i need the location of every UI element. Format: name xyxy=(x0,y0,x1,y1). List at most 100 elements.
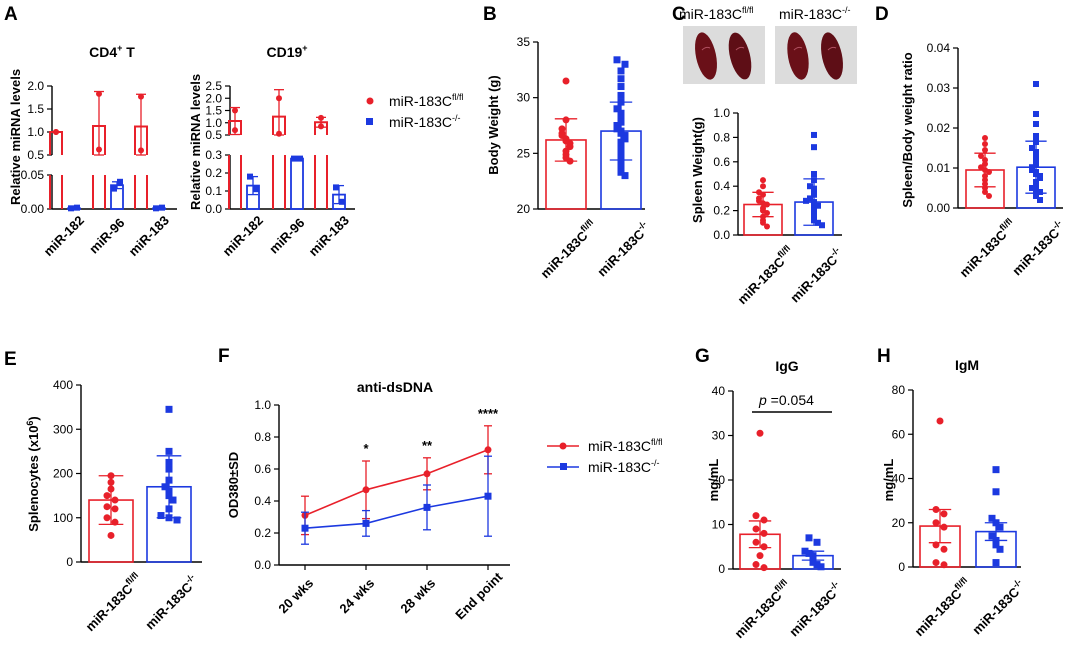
chart-D-y-tick-label: 0.00 xyxy=(927,201,951,215)
chart-G-point xyxy=(813,538,821,546)
legend-panel-f: miR-183Cfl/fl miR-183C-/- xyxy=(547,437,663,475)
chart-F-y-tick-label: 0.2 xyxy=(254,526,271,540)
chart-B-ylabel: Body Weight (g) xyxy=(486,75,501,174)
chart-B-point xyxy=(617,129,625,137)
chart-G-point xyxy=(760,543,768,551)
chart-B-point xyxy=(617,118,625,126)
chart-E-point xyxy=(107,478,115,486)
panel-label-g: G xyxy=(695,346,710,367)
chart-D-point xyxy=(1033,193,1039,199)
chart-G-y-tick-label: 0 xyxy=(718,562,725,576)
chart-H-y-tick-label: 40 xyxy=(892,472,906,486)
panel-label-h: H xyxy=(877,346,891,367)
chart-C-point xyxy=(815,219,821,226)
spleen-photo-ko xyxy=(775,26,857,84)
photo-label-ko: miR-183C-/- xyxy=(779,5,851,22)
chart-E-point xyxy=(107,531,115,539)
chart-A1-upper-y-tick-label: 2.0 xyxy=(27,79,44,93)
panel-label-b: B xyxy=(483,4,497,25)
chart-D-point xyxy=(1033,139,1039,145)
chart-B-y-tick-label: 30 xyxy=(517,91,531,105)
chart-G-point xyxy=(752,538,760,546)
chart-B-point xyxy=(617,114,625,122)
chart-D-point xyxy=(982,135,988,141)
chart-A2-point xyxy=(253,186,259,193)
chart-A2-point xyxy=(297,155,303,162)
chart-A1-point xyxy=(68,205,74,212)
chart-A1-lower-y-tick-label: 0.00 xyxy=(21,202,45,216)
chart-D-point xyxy=(1033,152,1039,159)
chart-B-point xyxy=(617,67,625,75)
chart-G-ylabel: mg/mL xyxy=(706,459,721,502)
chart-B-point xyxy=(613,56,621,64)
chart-D-point xyxy=(1033,187,1039,193)
chart-B-point xyxy=(562,77,570,85)
chart-H-point xyxy=(992,559,1000,567)
legend-f-ko-label: miR-183C-/- xyxy=(588,458,660,475)
chart-D-y-tick-label: 0.01 xyxy=(927,161,951,175)
chart-G-point xyxy=(756,429,764,437)
chart-D-point xyxy=(978,153,984,159)
chart-D-point xyxy=(986,169,992,175)
chart-A1-point xyxy=(53,129,59,135)
chart-A2-upper-y-tick-label: 1.5 xyxy=(205,104,222,118)
chart-C-y-tick-label: 0.6 xyxy=(713,155,730,169)
chart-G-point xyxy=(760,529,768,537)
chart-B-point xyxy=(617,158,625,166)
chart-D-y-tick-label: 0.02 xyxy=(927,121,951,135)
legend-f-ctrl-label: miR-183Cfl/fl xyxy=(588,437,663,454)
legend-f-ko-marker xyxy=(560,463,567,470)
chart-D-point xyxy=(982,141,988,147)
chart-C-point xyxy=(811,185,817,192)
chart-A1-point xyxy=(159,204,165,211)
panel-label-e: E xyxy=(4,349,17,370)
chart-E-point xyxy=(165,514,173,522)
chart-C-ylabel: Spleen Weight(g) xyxy=(690,117,705,223)
chart-D-point xyxy=(1029,145,1035,151)
chart-E-y-tick-label: 0 xyxy=(66,555,73,569)
chart-H-point xyxy=(988,514,996,522)
chart-E-point xyxy=(165,458,173,466)
chart-A1-upper-y-tick-label: 0.5 xyxy=(27,148,44,162)
chart-F-point xyxy=(484,492,492,500)
chart-B-y-tick-label: 35 xyxy=(517,35,531,49)
chart-A2-upper-y-tick-label: 2.0 xyxy=(205,91,222,105)
chart-D-point xyxy=(1033,121,1039,127)
chart-H-point xyxy=(940,545,948,553)
chart-A2-point xyxy=(247,173,253,180)
chart-C-y-tick-label: 0.2 xyxy=(713,204,730,218)
chart-D-point xyxy=(1033,81,1039,87)
chart-C-point xyxy=(811,217,817,224)
chart-F-point xyxy=(423,470,431,478)
chart-C-point xyxy=(811,191,817,198)
chart-E-point xyxy=(161,483,169,491)
chart-G-point xyxy=(760,564,768,572)
chart-C-point xyxy=(811,201,817,208)
chart-G-y-tick-label: 30 xyxy=(712,429,726,443)
chart-E-point xyxy=(111,505,119,513)
chart-F-point xyxy=(484,446,492,454)
chart-G-point xyxy=(760,516,768,524)
chart-D-point xyxy=(1033,157,1039,163)
chart-C-point xyxy=(760,183,766,190)
chart-D-y-tick-label: 0.03 xyxy=(927,81,951,95)
chart-G-point xyxy=(752,561,760,569)
chart-C-x-label-1: miR-183C-/- xyxy=(786,245,846,305)
chart-A1-x-label-1: miR-96 xyxy=(86,215,127,256)
chart-A1-point xyxy=(96,146,102,153)
chart-H-point xyxy=(940,561,948,569)
legend-ko-label: miR-183C-/- xyxy=(389,113,461,130)
chart-H-x-label-0: miR-183Cfl/fl xyxy=(910,575,974,639)
chart-G-point xyxy=(752,512,760,520)
chart-F-significance-3: **** xyxy=(478,406,499,421)
legend-f-ctrl-marker xyxy=(559,442,567,450)
chart-H-point xyxy=(932,519,940,527)
chart-F-y-tick-label: 0.6 xyxy=(254,462,271,476)
chart-A1-point xyxy=(138,93,144,100)
chart-E-y-tick-label: 300 xyxy=(53,422,73,436)
chart-H-point xyxy=(988,532,996,540)
chart-B-x-label-0: miR-183Cfl/fl xyxy=(536,217,600,281)
chart-B-point xyxy=(562,116,570,124)
chart-D-point xyxy=(986,193,992,199)
chart-F-y-tick-label: 0.8 xyxy=(254,430,271,444)
